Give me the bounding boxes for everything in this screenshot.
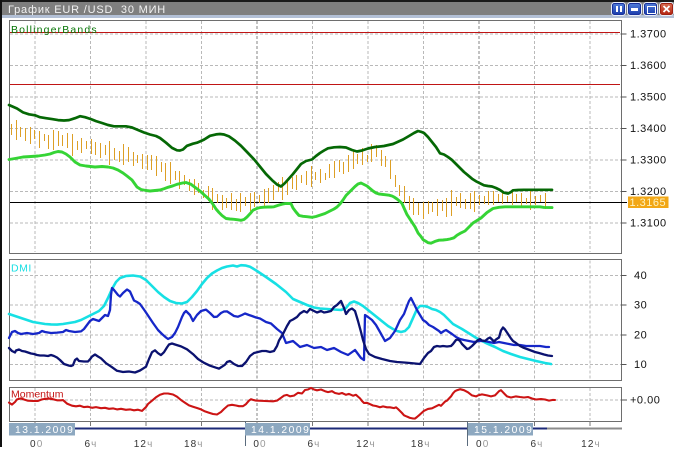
svg-text:12ч: 12ч	[581, 439, 601, 450]
svg-text:6ч: 6ч	[85, 439, 98, 450]
svg-text:14.1.2009: 14.1.2009	[251, 425, 310, 436]
svg-text:00: 00	[476, 439, 489, 450]
svg-text:1.3100: 1.3100	[630, 218, 667, 230]
svg-text:BollingerBands: BollingerBands	[11, 24, 98, 36]
svg-text:1.3400: 1.3400	[630, 123, 667, 135]
svg-text:20: 20	[634, 330, 647, 342]
svg-text:12ч: 12ч	[134, 439, 154, 450]
svg-text:00: 00	[253, 439, 266, 450]
svg-text:1.3700: 1.3700	[630, 29, 667, 41]
svg-text:1.3300: 1.3300	[630, 155, 667, 167]
svg-text:18ч: 18ч	[184, 439, 204, 450]
svg-text:1.3165: 1.3165	[630, 197, 667, 209]
svg-text:1.3600: 1.3600	[630, 60, 667, 72]
svg-text:18ч: 18ч	[411, 439, 431, 450]
svg-text:Momentum: Momentum	[11, 389, 64, 401]
svg-text:6ч: 6ч	[308, 439, 321, 450]
svg-text:+0.00: +0.00	[630, 395, 660, 407]
svg-text:00: 00	[30, 439, 43, 450]
svg-text:1.3500: 1.3500	[630, 92, 667, 104]
svg-text:1.3200: 1.3200	[630, 186, 667, 198]
svg-text:30: 30	[634, 300, 647, 312]
svg-text:40: 40	[634, 270, 647, 282]
svg-text:10: 10	[634, 359, 647, 371]
svg-text:DMI: DMI	[11, 263, 32, 275]
svg-text:6ч: 6ч	[531, 439, 544, 450]
svg-text:12ч: 12ч	[356, 439, 376, 450]
svg-text:13.1.2009: 13.1.2009	[15, 425, 74, 436]
svg-text:15.1.2009: 15.1.2009	[474, 425, 533, 436]
